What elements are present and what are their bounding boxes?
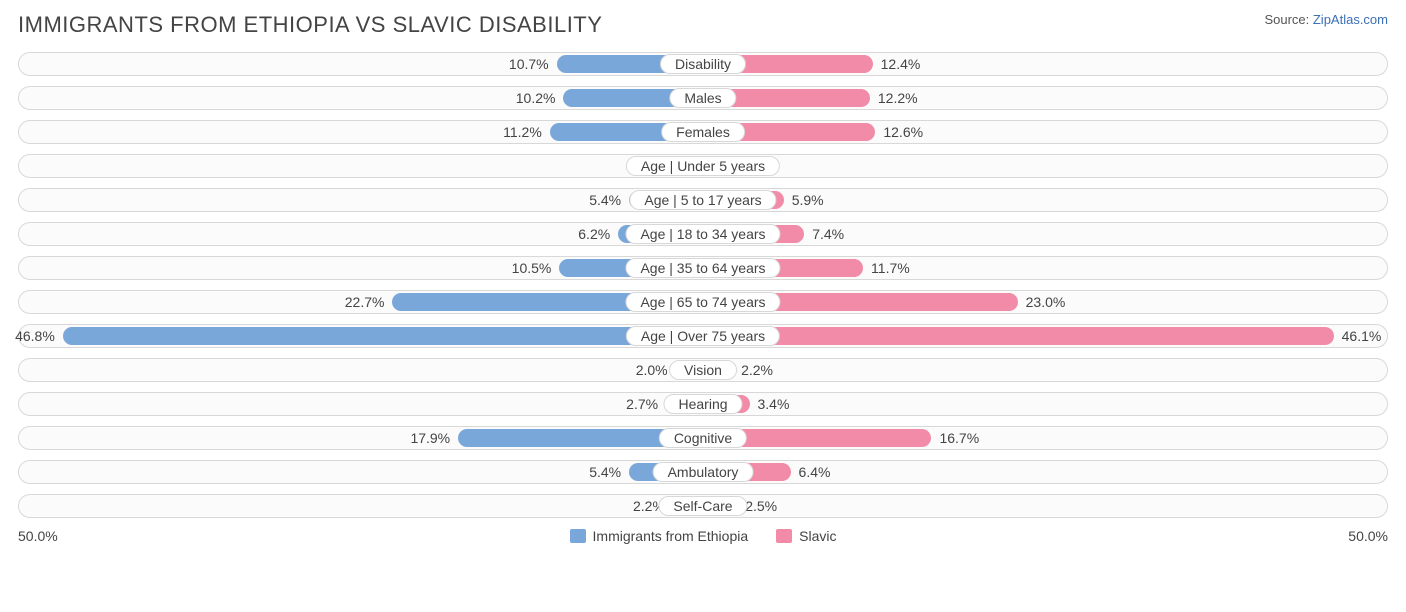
legend-label-left: Immigrants from Ethiopia: [593, 528, 749, 544]
chart-row: 46.8% 46.1% Age | Over 75 years: [18, 324, 1388, 348]
chart-row: 5.4% 5.9% Age | 5 to 17 years: [18, 188, 1388, 212]
category-label: Vision: [669, 360, 737, 380]
category-label: Ambulatory: [653, 462, 754, 482]
chart-row: 10.2% 12.2% Males: [18, 86, 1388, 110]
pct-label-right: 12.4%: [881, 56, 921, 72]
category-label: Age | 18 to 34 years: [625, 224, 780, 244]
pct-label-right: 11.7%: [871, 260, 910, 276]
pct-label-right: 2.5%: [745, 498, 777, 514]
category-label: Age | Under 5 years: [626, 156, 780, 176]
bar-right: [703, 327, 1334, 345]
pct-label-right: 12.6%: [883, 124, 923, 140]
pct-label-right: 6.4%: [799, 464, 831, 480]
pct-label-left: 5.4%: [589, 192, 621, 208]
pct-label-left: 22.7%: [345, 294, 385, 310]
chart-row: 10.5% 11.7% Age | 35 to 64 years: [18, 256, 1388, 280]
pct-label-right: 5.9%: [792, 192, 824, 208]
chart-row: 10.7% 12.4% Disability: [18, 52, 1388, 76]
pct-label-right: 2.2%: [741, 362, 773, 378]
pct-label-left: 10.5%: [512, 260, 552, 276]
chart-row: 22.7% 23.0% Age | 65 to 74 years: [18, 290, 1388, 314]
chart-row: 1.1%1.4%Age | Under 5 years: [18, 154, 1388, 178]
pct-label-right: 12.2%: [878, 90, 918, 106]
legend-swatch-left: [570, 529, 586, 543]
pct-label-left: 5.4%: [589, 464, 621, 480]
pct-label-left: 17.9%: [410, 430, 450, 446]
bar-left: [63, 327, 703, 345]
pct-label-left: 46.8%: [15, 328, 55, 344]
chart-row: 5.4% 6.4% Ambulatory: [18, 460, 1388, 484]
category-label: Age | 35 to 64 years: [625, 258, 780, 278]
category-label: Females: [661, 122, 745, 142]
pct-label-right: 46.1%: [1342, 328, 1382, 344]
legend-swatch-right: [776, 529, 792, 543]
pct-label-left: 10.7%: [509, 56, 549, 72]
header: IMMIGRANTS FROM ETHIOPIA VS SLAVIC DISAB…: [18, 12, 1388, 38]
pct-label-left: 11.2%: [503, 124, 542, 140]
source-prefix: Source:: [1264, 12, 1312, 27]
pct-label-left: 2.0%: [636, 362, 668, 378]
chart-row: 2.7% 3.4% Hearing: [18, 392, 1388, 416]
axis-right-max: 50.0%: [1348, 528, 1388, 544]
chart-row: 6.2% 7.4% Age | 18 to 34 years: [18, 222, 1388, 246]
chart-row: 2.2%2.5%Self-Care: [18, 494, 1388, 518]
pct-label-right: 3.4%: [758, 396, 790, 412]
category-label: Hearing: [663, 394, 742, 414]
chart-row: 2.0% 2.2%Vision: [18, 358, 1388, 382]
chart-rows: 10.7% 12.4% Disability 10.2% 12.2% Males 11.2%…: [18, 52, 1388, 518]
pct-label-right: 16.7%: [939, 430, 979, 446]
category-label: Age | 65 to 74 years: [625, 292, 780, 312]
pct-label-left: 2.7%: [626, 396, 658, 412]
pct-label-left: 10.2%: [516, 90, 556, 106]
category-label: Cognitive: [659, 428, 747, 448]
axis-left-max: 50.0%: [18, 528, 58, 544]
category-label: Age | 5 to 17 years: [629, 190, 776, 210]
source-link[interactable]: ZipAtlas.com: [1313, 12, 1388, 27]
source-attribution: Source: ZipAtlas.com: [1264, 12, 1388, 27]
category-label: Males: [669, 88, 736, 108]
pct-label-left: 6.2%: [578, 226, 610, 242]
chart-row: 17.9% 16.7% Cognitive: [18, 426, 1388, 450]
chart-container: IMMIGRANTS FROM ETHIOPIA VS SLAVIC DISAB…: [0, 0, 1406, 552]
chart-title: IMMIGRANTS FROM ETHIOPIA VS SLAVIC DISAB…: [18, 12, 602, 38]
chart-row: 11.2% 12.6% Females: [18, 120, 1388, 144]
category-label: Age | Over 75 years: [626, 326, 780, 346]
pct-label-right: 7.4%: [812, 226, 844, 242]
pct-label-right: 23.0%: [1026, 294, 1066, 310]
footer: 50.0% Immigrants from Ethiopia Slavic 50…: [18, 528, 1388, 544]
legend-item-left: Immigrants from Ethiopia: [570, 528, 749, 544]
category-label: Self-Care: [658, 496, 747, 516]
legend-label-right: Slavic: [799, 528, 836, 544]
category-label: Disability: [660, 54, 746, 74]
legend: Immigrants from Ethiopia Slavic: [570, 528, 837, 544]
legend-item-right: Slavic: [776, 528, 836, 544]
